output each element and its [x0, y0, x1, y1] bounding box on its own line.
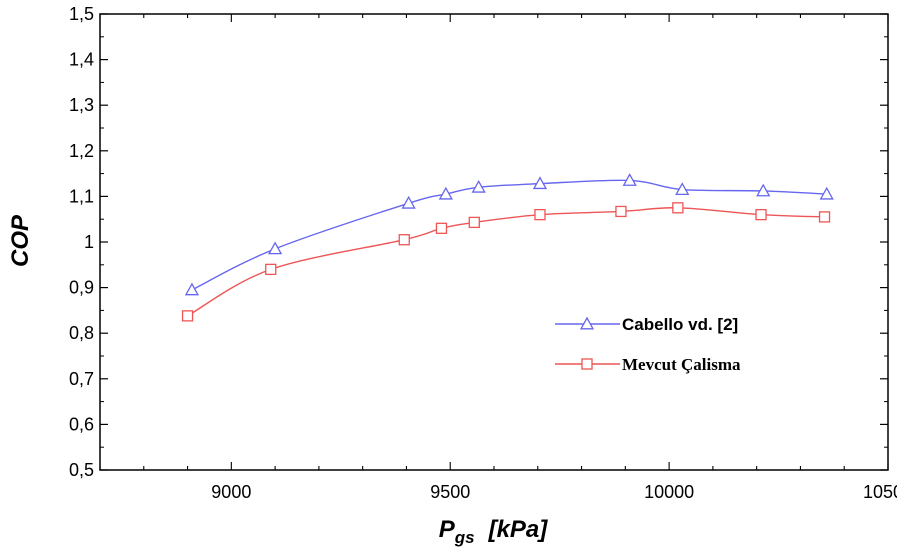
x-tick-label: 10000: [644, 482, 694, 502]
data-point-square: [818, 211, 831, 223]
data-point-triangle: [819, 186, 834, 200]
data-point-square: [468, 216, 480, 229]
y-axis-title: COP: [7, 214, 34, 267]
y-tick-label: 1: [84, 232, 94, 252]
series-line-cabello: [191, 179, 827, 291]
y-tick-label: 1,4: [69, 50, 94, 70]
y-tick-label: 0,8: [69, 323, 94, 343]
x-axis-title: Pgs [kPa]: [439, 516, 549, 547]
y-tick-label: 1,1: [69, 186, 94, 206]
data-point-square: [398, 234, 410, 246]
y-tick-label: 0,6: [69, 414, 94, 434]
x-tick-label: 9000: [211, 482, 251, 502]
axis-ticks: [99, 13, 889, 471]
x-axis-title-subscript: gs: [454, 528, 475, 547]
x-tick-label: 10500: [863, 482, 897, 502]
data-point-triangle: [184, 282, 200, 296]
x-tick-label: 9500: [430, 482, 470, 502]
data-point-triangle: [532, 176, 548, 190]
data-point-square: [672, 202, 684, 214]
legend-label-cabello: Cabello vd. [2]: [622, 315, 738, 334]
data-point-triangle: [401, 195, 416, 209]
legend: Cabello vd. [2] Mevcut Çalisma: [555, 315, 741, 374]
y-tick-label: 1,2: [69, 141, 94, 161]
axis-tick-labels: 0,5 0,6 0,7 0,8 0,9 1 1,1 1,2 1,3 1,4 1,5 9000 9500 1…: [69, 4, 897, 502]
y-tick-label: 0,5: [69, 460, 94, 480]
legend-marker-triangle: [579, 316, 595, 330]
data-point-triangle: [622, 173, 637, 186]
x-axis-title-unit: [kPa]: [488, 516, 549, 543]
data-point-triangle: [268, 241, 283, 255]
data-point-square: [534, 208, 546, 221]
legend-marker-square: [581, 358, 593, 370]
x-axis-title-main: P: [439, 516, 456, 543]
y-tick-label: 0,7: [69, 369, 94, 389]
data-point-triangle: [471, 179, 486, 193]
series-layer: [181, 173, 834, 322]
data-point-square: [435, 222, 448, 234]
data-point-square: [755, 208, 767, 221]
data-point-triangle: [756, 183, 771, 197]
legend-label-mevcut: Mevcut Çalisma: [622, 355, 741, 374]
data-point-triangle: [675, 182, 690, 196]
data-point-square: [265, 263, 277, 276]
series-line-mevcut: [187, 207, 825, 317]
y-tick-label: 0,9: [69, 278, 94, 298]
data-point-triangle: [438, 186, 453, 200]
y-tick-label: 1,5: [69, 4, 94, 24]
y-tick-label: 1,3: [69, 95, 94, 115]
data-point-square: [181, 310, 194, 322]
data-point-square: [615, 205, 627, 218]
